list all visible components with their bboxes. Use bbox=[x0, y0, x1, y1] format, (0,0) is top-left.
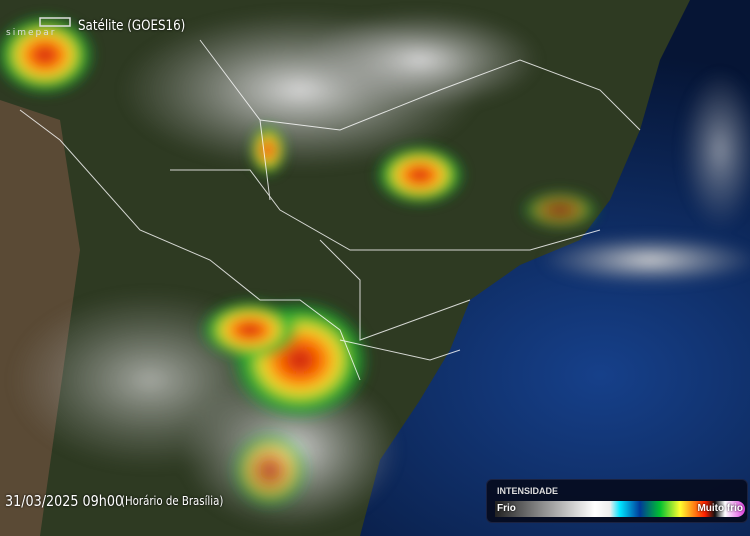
legend-min-label: Frio bbox=[497, 503, 516, 514]
intensity-legend: INTENSIDADE Frio Muito frio bbox=[486, 479, 748, 523]
legend-color-bar bbox=[495, 501, 745, 517]
andes-region bbox=[0, 100, 80, 536]
storm-cells bbox=[0, 15, 600, 510]
simepar-logo bbox=[39, 17, 71, 27]
map-title: Satélite (GOES16) bbox=[78, 18, 186, 34]
logo-text: simepar bbox=[6, 28, 57, 38]
timestamp-date: 31/03/2025 09h00 bbox=[5, 492, 124, 510]
timestamp-timezone: (Horário de Brasília) bbox=[121, 494, 224, 508]
borders bbox=[19, 39, 641, 381]
legend-max-label: Muito frio bbox=[697, 503, 743, 514]
legend-title: INTENSIDADE bbox=[497, 486, 559, 496]
timestamp: 31/03/2025 09h00 (Horário de Brasília) bbox=[5, 492, 223, 511]
